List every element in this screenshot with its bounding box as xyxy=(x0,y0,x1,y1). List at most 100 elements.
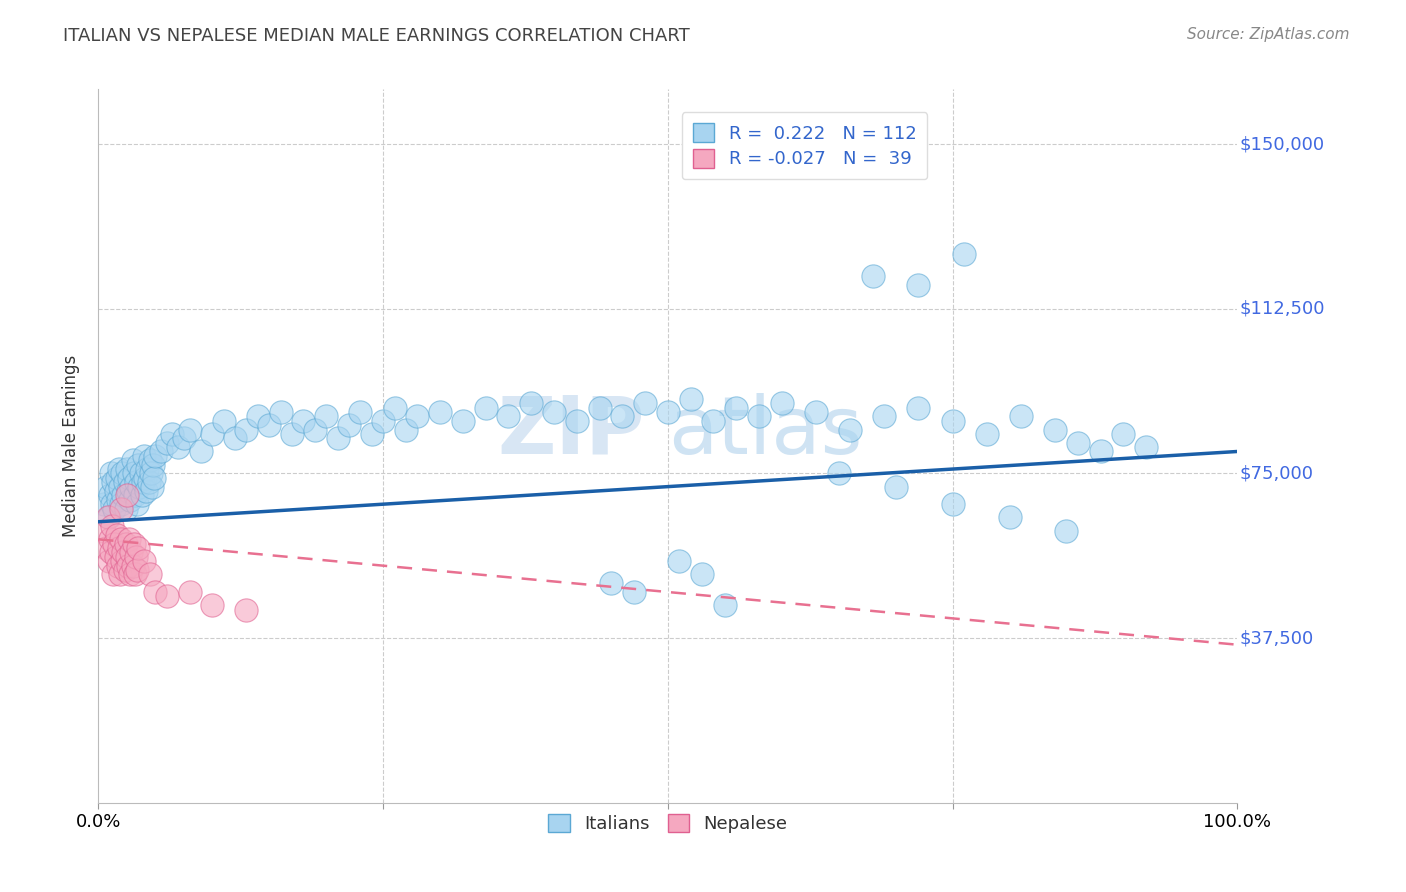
Point xyxy=(246,409,269,424)
Text: $37,500: $37,500 xyxy=(1240,629,1313,647)
Point xyxy=(143,471,166,485)
Point xyxy=(201,426,224,441)
Point xyxy=(907,401,929,415)
Text: $75,000: $75,000 xyxy=(1240,465,1313,483)
Point xyxy=(127,458,149,472)
Point xyxy=(105,471,128,485)
Point xyxy=(110,533,132,547)
Point xyxy=(125,549,148,564)
Point xyxy=(292,414,315,428)
Point xyxy=(138,567,160,582)
Point xyxy=(105,528,128,542)
Point xyxy=(179,423,201,437)
Point xyxy=(139,467,162,481)
Point xyxy=(156,590,179,604)
Point xyxy=(179,585,201,599)
Text: ITALIAN VS NEPALESE MEDIAN MALE EARNINGS CORRELATION CHART: ITALIAN VS NEPALESE MEDIAN MALE EARNINGS… xyxy=(63,27,690,45)
Point xyxy=(668,554,690,568)
Point xyxy=(612,409,634,424)
Point xyxy=(259,418,281,433)
Point xyxy=(451,414,474,428)
Point xyxy=(224,431,246,445)
Point xyxy=(714,598,737,612)
Point xyxy=(103,475,125,490)
Point xyxy=(429,405,451,419)
Point xyxy=(114,563,136,577)
Point xyxy=(132,449,155,463)
Text: Source: ZipAtlas.com: Source: ZipAtlas.com xyxy=(1187,27,1350,42)
Point xyxy=(125,475,148,490)
Point xyxy=(120,480,142,494)
Point xyxy=(828,467,851,481)
Point xyxy=(127,563,149,577)
Point xyxy=(1010,409,1032,424)
Point xyxy=(97,554,120,568)
Point xyxy=(315,409,337,424)
Point xyxy=(270,405,292,419)
Point xyxy=(121,558,143,573)
Point xyxy=(873,409,896,424)
Point xyxy=(371,414,394,428)
Point xyxy=(690,567,713,582)
Point xyxy=(93,497,115,511)
Point xyxy=(976,426,998,441)
Point xyxy=(135,483,157,498)
Point xyxy=(1112,426,1135,441)
Point xyxy=(115,462,138,476)
Text: ZIP: ZIP xyxy=(498,392,645,471)
Point xyxy=(122,537,145,551)
Point xyxy=(281,426,304,441)
Point xyxy=(679,392,702,406)
Point xyxy=(103,567,125,582)
Point xyxy=(942,414,965,428)
Text: atlas: atlas xyxy=(668,392,862,471)
Point xyxy=(1043,423,1066,437)
Point xyxy=(384,401,406,415)
Text: $112,500: $112,500 xyxy=(1240,300,1324,318)
Point xyxy=(565,414,588,428)
Legend: Italians, Nepalese: Italians, Nepalese xyxy=(537,803,799,844)
Point xyxy=(942,497,965,511)
Point xyxy=(360,426,382,441)
Point xyxy=(100,467,122,481)
Point xyxy=(110,501,132,516)
Point xyxy=(127,497,149,511)
Point xyxy=(115,488,138,502)
Point xyxy=(162,426,184,441)
Point xyxy=(100,545,122,559)
Point xyxy=(104,549,127,564)
Point xyxy=(600,576,623,591)
Point xyxy=(725,401,748,415)
Point xyxy=(839,423,862,437)
Point xyxy=(108,462,131,476)
Point xyxy=(173,431,195,445)
Point xyxy=(1054,524,1078,538)
Point xyxy=(98,488,121,502)
Point xyxy=(804,405,827,419)
Point xyxy=(634,396,657,410)
Point xyxy=(114,475,136,490)
Point xyxy=(124,567,146,582)
Point xyxy=(145,585,167,599)
Point xyxy=(134,471,156,485)
Point xyxy=(141,480,163,494)
Point xyxy=(235,423,257,437)
Point xyxy=(132,475,155,490)
Point xyxy=(907,277,929,292)
Point xyxy=(117,483,139,498)
Point xyxy=(623,585,645,599)
Point xyxy=(122,467,145,481)
Point xyxy=(395,423,418,437)
Point xyxy=(107,492,129,507)
Point xyxy=(129,467,152,481)
Point xyxy=(108,567,131,582)
Point xyxy=(114,537,136,551)
Point xyxy=(120,545,142,559)
Point xyxy=(142,458,165,472)
Point xyxy=(101,497,124,511)
Point xyxy=(474,401,496,415)
Point xyxy=(498,409,520,424)
Point xyxy=(115,549,138,564)
Point xyxy=(104,483,127,498)
Point xyxy=(131,488,153,502)
